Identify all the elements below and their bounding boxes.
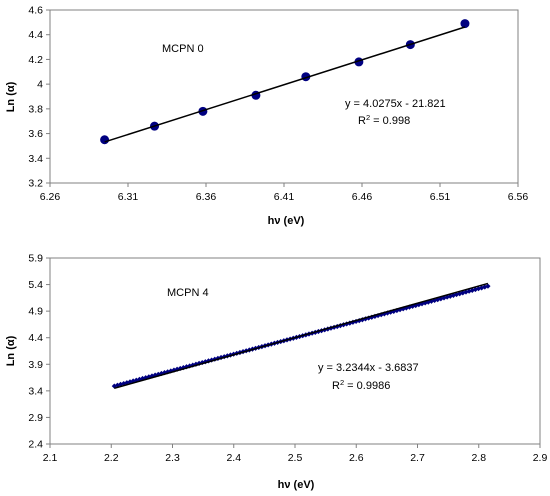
y-tick-label: 3.8 — [28, 103, 43, 115]
data-point — [469, 287, 475, 293]
x-tick-label: 2.4 — [226, 452, 241, 464]
y-tick-label: 4.4 — [28, 332, 43, 344]
x-axis-label: hν (eV) — [268, 215, 305, 227]
data-point — [366, 315, 372, 321]
data-point — [457, 291, 463, 297]
data-point — [100, 135, 110, 145]
y-tick-label: 3.9 — [28, 359, 43, 371]
data-point — [193, 361, 199, 367]
data-point — [369, 314, 375, 320]
y-tick-label: 2.9 — [28, 412, 43, 424]
r-squared-symbol: R — [358, 115, 366, 127]
data-point — [161, 370, 168, 376]
plot-area — [49, 9, 519, 184]
r-squared-symbol: R — [332, 380, 340, 392]
y-tick-label: 4.2 — [28, 54, 43, 66]
y-axis-label: Ln (α) — [5, 81, 17, 112]
data-point — [168, 368, 174, 374]
y-tick-label: 5.4 — [28, 279, 43, 291]
data-point — [344, 321, 350, 327]
y-tick-label: 4.9 — [28, 306, 43, 318]
y-tick-label: 3.4 — [28, 385, 43, 397]
data-point — [485, 283, 491, 289]
x-tick-label: 2.7 — [410, 452, 425, 464]
y-tick-label: 4.4 — [28, 29, 43, 41]
series-annotation: MCPN 0 — [162, 43, 204, 55]
x-axis-label: hν (eV) — [278, 479, 315, 491]
data-point — [416, 302, 422, 308]
data-point — [422, 300, 428, 306]
data-point — [353, 318, 359, 325]
x-tick-label: 6.51 — [430, 191, 451, 203]
trendline-equation: y = 3.2344x - 3.6837 — [318, 362, 419, 374]
x-tick-label: 2.9 — [533, 452, 548, 464]
data-point — [356, 317, 362, 324]
trendline — [104, 26, 466, 143]
data-point — [391, 308, 397, 314]
data-point — [350, 319, 356, 325]
trendline — [114, 282, 489, 390]
plot-area — [49, 257, 541, 445]
y-tick-label: 4 — [37, 79, 43, 91]
y-tick-label: 3.2 — [28, 178, 43, 190]
x-tick-label: 2.1 — [43, 452, 58, 464]
chart-mcpn-0: 3.2 3.4 3.6 3.8 4 4.2 4.4 4.6 6.26 6.31 6.36 6.41 6.… — [5, 5, 528, 228]
data-point — [403, 305, 409, 311]
r-squared-superscript: 2 — [366, 113, 370, 122]
y-tick-label: 3.6 — [28, 128, 43, 140]
x-tick-label: 6.46 — [352, 191, 373, 203]
trendline-equation: y = 4.0275x - 21.821 — [345, 98, 446, 110]
data-point — [447, 293, 453, 299]
x-tick-label: 6.26 — [40, 191, 61, 203]
x-tick-label: 2.2 — [104, 452, 119, 464]
x-tick-label: 6.36 — [196, 191, 217, 203]
chart-mcpn-4: 2.4 2.9 3.4 3.9 4.4 4.9 5.4 5.9 2.1 2.2 2.3 2.4 2.5 2… — [5, 253, 547, 492]
data-point — [444, 294, 450, 300]
series-annotation: MCPN 4 — [167, 287, 209, 299]
y-tick-label: 3.4 — [28, 153, 43, 165]
r-squared-value: = 0.998 — [370, 115, 410, 127]
x-tick-label: 6.41 — [274, 191, 295, 203]
x-tick-label: 2.6 — [349, 452, 364, 464]
r-squared-value: = 0.9986 — [344, 380, 390, 392]
data-point — [187, 363, 193, 369]
data-point — [180, 365, 186, 371]
data-point — [362, 316, 369, 322]
data-point — [174, 366, 180, 372]
data-point — [475, 286, 482, 292]
y-tick-label: 5.9 — [28, 253, 43, 265]
data-point — [114, 382, 121, 388]
data-point — [441, 295, 447, 301]
x-tick-label: 2.5 — [288, 452, 303, 464]
data-point — [409, 303, 416, 309]
x-tick-label: 2.8 — [471, 452, 486, 464]
x-tick-label: 6.56 — [508, 191, 529, 203]
r-squared: R2 = 0.9986 — [332, 378, 390, 392]
data-point — [359, 317, 365, 323]
data-point — [450, 292, 457, 299]
y-axis-label: Ln (α) — [5, 335, 17, 366]
data-point — [463, 289, 469, 295]
x-tick-label: 2.3 — [165, 452, 180, 464]
data-point — [347, 320, 353, 326]
y-tick-label: 2.4 — [28, 439, 43, 451]
y-tick-label: 4.6 — [28, 5, 43, 17]
x-tick-label: 6.31 — [118, 191, 139, 203]
data-point — [460, 19, 470, 29]
r-squared-superscript: 2 — [340, 378, 344, 387]
data-point — [397, 307, 403, 313]
data-point — [155, 371, 161, 377]
r-squared: R2 = 0.998 — [358, 113, 410, 127]
